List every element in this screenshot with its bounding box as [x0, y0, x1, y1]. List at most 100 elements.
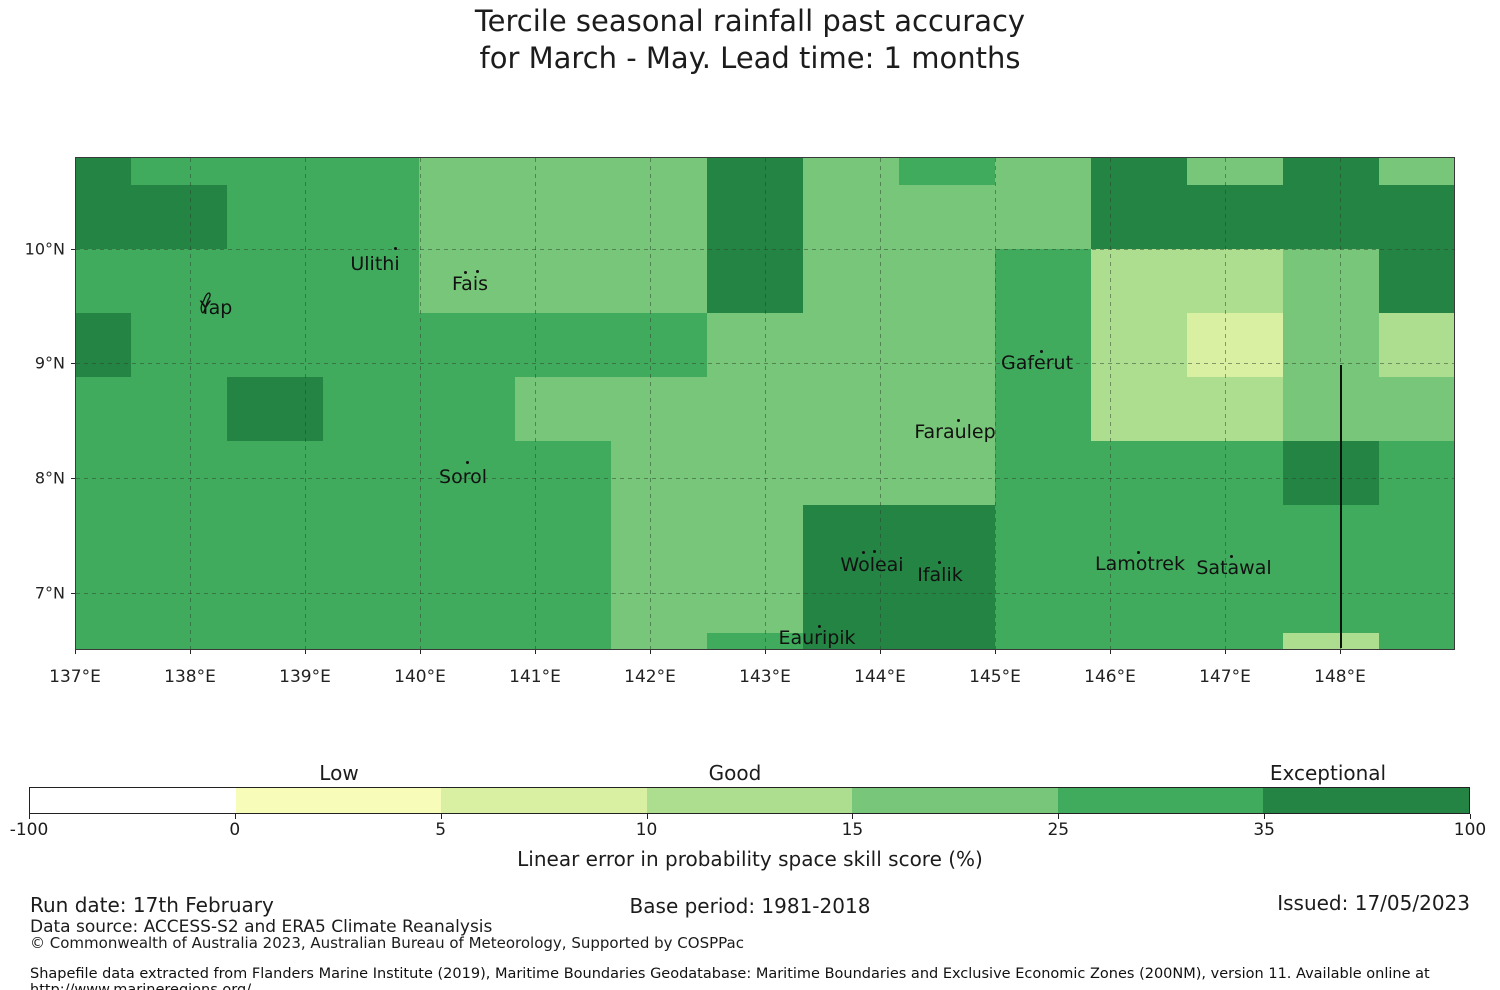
issued-date-text: Issued: 17/05/2023	[1277, 891, 1470, 915]
heatmap-cell	[803, 313, 899, 377]
island-label: Lamotrek	[1095, 553, 1185, 575]
eez-boundary-line	[1340, 365, 1342, 648]
colorbar-tick-mark	[852, 814, 854, 819]
x-tick-mark	[305, 650, 306, 654]
heatmap-cell	[803, 185, 899, 249]
heatmap-cell	[1187, 505, 1283, 569]
heatmap-cell	[803, 441, 899, 505]
shapefile-attribution-text: Shapefile data extracted from Flanders M…	[30, 966, 1430, 990]
heatmap-cell	[995, 569, 1091, 633]
x-tick-label: 147°E	[1199, 667, 1251, 687]
heatmap-cell	[803, 377, 899, 441]
island-dot-icon	[464, 271, 467, 274]
heatmap-cell	[515, 185, 611, 249]
heatmap-cell	[76, 158, 131, 185]
island-dot-icon	[818, 625, 821, 628]
heatmap-cell	[227, 185, 323, 249]
colorbar-category-label: Low	[319, 761, 359, 785]
colorbar-tick-label: -100	[9, 820, 49, 840]
heatmap-cell	[611, 441, 707, 505]
x-tick-label: 148°E	[1314, 667, 1366, 687]
colorbar-tick-mark	[1470, 814, 1471, 819]
heatmap-cell	[1283, 441, 1379, 505]
heatmap-cell	[323, 313, 419, 377]
heatmap-cell	[515, 377, 611, 441]
island-label: Woleai	[840, 554, 904, 576]
heatmap-cell	[611, 158, 707, 185]
heatmap-cell	[707, 505, 803, 569]
colorbar-segment	[441, 788, 647, 813]
colorbar-segment	[1057, 788, 1264, 813]
x-tick-mark	[420, 650, 421, 654]
meridian-gridline	[535, 158, 536, 649]
y-tick-mark	[71, 363, 75, 364]
heatmap-cell	[995, 185, 1091, 249]
heatmap-cell	[515, 249, 611, 313]
heatmap-cell	[131, 313, 227, 377]
heatmap-cell	[1187, 313, 1283, 377]
figure-title-line1: Tercile seasonal rainfall past accuracy	[474, 4, 1026, 38]
x-tick-label: 137°E	[49, 667, 101, 687]
heatmap-cell	[419, 158, 515, 185]
heatmap-cell	[899, 185, 995, 249]
heatmap-cell	[995, 249, 1091, 313]
heatmap-cell	[1379, 158, 1454, 185]
heatmap-cell	[803, 569, 899, 633]
heatmap-cell	[899, 313, 995, 377]
island-dot-icon	[957, 419, 960, 422]
heatmap-cell	[803, 633, 899, 649]
heatmap-cell	[995, 158, 1091, 185]
heatmap-cell	[76, 377, 131, 441]
heatmap-cell	[419, 313, 515, 377]
heatmap-cell	[707, 313, 803, 377]
colorbar-tick-mark	[646, 814, 648, 819]
heatmap-cell	[131, 249, 227, 313]
heatmap-cell	[515, 569, 611, 633]
heatmap-cell	[1091, 158, 1187, 185]
x-tick-mark	[650, 650, 651, 654]
colorbar-tick-mark	[1058, 814, 1060, 819]
colorbar-caption: Linear error in probability space skill …	[517, 847, 983, 871]
colorbar-segment	[30, 788, 236, 813]
island-dot-icon	[1040, 350, 1043, 353]
colorbar-segment	[852, 788, 1058, 813]
heatmap-cell	[1283, 569, 1379, 633]
heatmap-cell	[1379, 505, 1454, 569]
heatmap-cell	[1283, 377, 1379, 441]
heatmap-cell	[899, 441, 995, 505]
island-label: Eauripik	[778, 627, 856, 649]
heatmap-cell	[1187, 249, 1283, 313]
x-tick-label: 140°E	[394, 667, 446, 687]
parallel-gridline	[76, 478, 1454, 479]
x-tick-label: 142°E	[624, 667, 676, 687]
island-dot-icon	[1137, 551, 1140, 554]
heatmap-cell	[76, 505, 131, 569]
heatmap-cell	[1283, 313, 1379, 377]
heatmap-cell	[1187, 158, 1283, 185]
heatmap-cell	[1379, 569, 1454, 633]
heatmap-cell	[323, 185, 419, 249]
meridian-gridline	[995, 158, 996, 649]
heatmap-cell	[1283, 158, 1379, 185]
heatmap-cell	[707, 569, 803, 633]
run-date-text: Run date: 17th February	[30, 893, 274, 917]
heatmap-cell	[1091, 505, 1187, 569]
heatmap-cell	[611, 377, 707, 441]
y-tick-mark	[71, 478, 75, 479]
heatmap-cell	[803, 249, 899, 313]
heatmap-cell	[1187, 441, 1283, 505]
heatmap-cell	[515, 505, 611, 569]
heatmap-cell	[419, 377, 515, 441]
heatmap-cell	[707, 249, 803, 313]
island-label: Yap	[199, 297, 233, 319]
colorbar-tick-label: 10	[635, 820, 658, 840]
heatmap-cell	[227, 633, 323, 649]
x-tick-label: 144°E	[854, 667, 906, 687]
heatmap-cell	[131, 633, 227, 649]
meridian-gridline	[190, 158, 191, 649]
heatmap-cell	[323, 633, 419, 649]
x-tick-label: 146°E	[1084, 667, 1136, 687]
heatmap-cell	[899, 377, 995, 441]
parallel-gridline	[76, 593, 1454, 594]
y-tick-mark	[71, 593, 75, 594]
